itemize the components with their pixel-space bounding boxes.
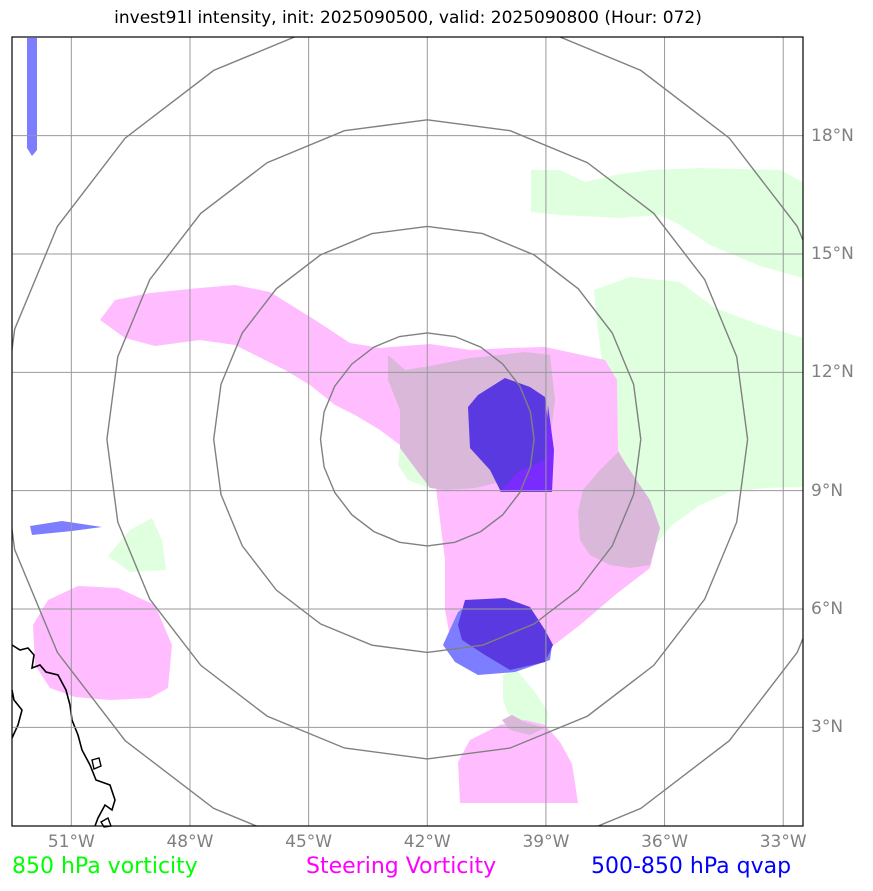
vort850-layer — [108, 168, 803, 738]
longitude-label: 51°W — [47, 832, 95, 852]
qvap-patch-north-strip — [27, 38, 37, 156]
legend-steering: Steering Vorticity — [306, 854, 497, 879]
qvap-patch-south-dark — [458, 598, 553, 670]
range-ring — [212, 225, 642, 654]
range-ring — [319, 332, 535, 547]
coast-island — [91, 757, 102, 770]
latitude-label: 9°N — [811, 480, 844, 501]
range-rings — [12, 37, 803, 826]
longitude-label: 33°W — [759, 832, 807, 852]
latitude-label: 3°N — [811, 717, 844, 738]
qvap-patch-north-violet — [500, 405, 554, 492]
qvap-layer — [27, 38, 554, 675]
graticule — [12, 37, 803, 826]
map-title: invest91l intensity, init: 2025090500, v… — [114, 8, 702, 28]
legend-qvap: 500-850 hPa qvap — [591, 854, 792, 879]
latitude-label: 18°N — [811, 125, 854, 146]
range-ring — [12, 37, 803, 826]
latitude-label: 6°N — [811, 599, 844, 620]
south-america-coast-inner — [11, 689, 23, 739]
vort850-patch-west — [108, 518, 166, 572]
steering-patch-south — [458, 720, 578, 803]
steering-patch-main — [100, 285, 660, 660]
coastline — [11, 644, 116, 828]
south-america-coast — [11, 644, 116, 827]
legend-vort850: 850 hPa vorticity — [12, 854, 198, 879]
latitude-label: 15°N — [811, 243, 854, 264]
vort850-patch-northeast — [531, 168, 803, 278]
vort850-patch-center — [398, 448, 430, 488]
latitude-label: 12°N — [811, 362, 854, 383]
vort850-patch-east — [594, 277, 803, 545]
overlap-patch-south — [502, 715, 545, 735]
longitude-label: 45°W — [285, 832, 333, 852]
longitude-label: 36°W — [641, 832, 689, 852]
qvap-patch-west-sliver — [30, 521, 102, 535]
longitude-label: 48°W — [166, 832, 214, 852]
overlap-patch-east — [578, 452, 660, 568]
longitude-label: 42°W — [403, 832, 451, 852]
qvap-patch-north-dark — [468, 378, 550, 490]
longitude-label: 39°W — [522, 832, 570, 852]
range-ring — [106, 119, 749, 760]
map-plot-area — [11, 36, 804, 828]
steering-patch-southwest — [33, 586, 172, 700]
map-frame — [11, 36, 804, 827]
